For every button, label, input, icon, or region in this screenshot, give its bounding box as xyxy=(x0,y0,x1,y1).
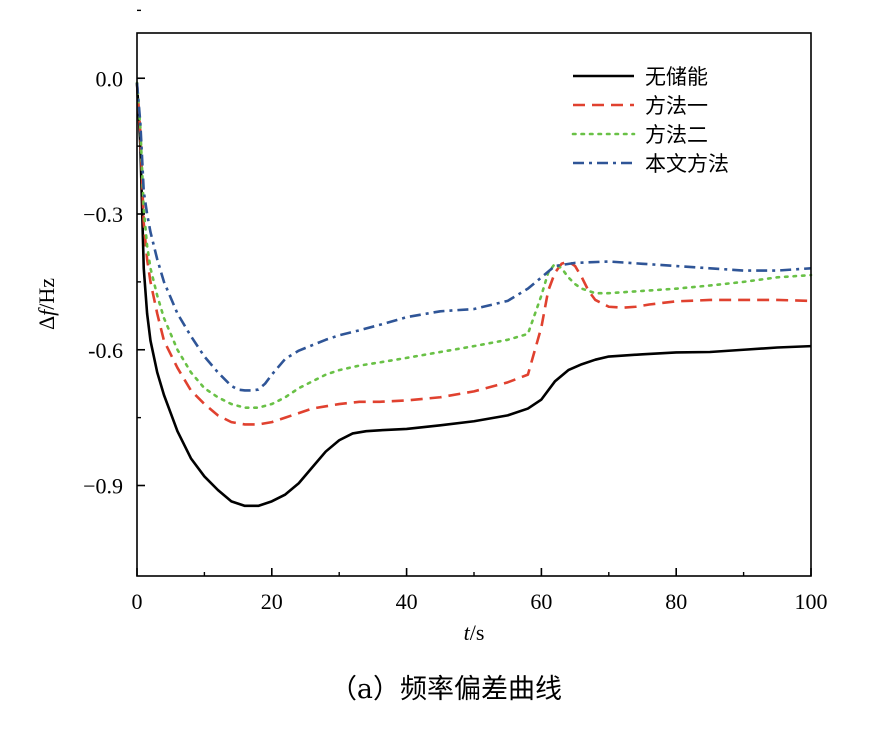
y-axis-title-variable: f xyxy=(34,307,59,316)
series-line-1 xyxy=(135,82,812,508)
x-axis-title-unit: /s xyxy=(470,620,485,645)
x-tick-label: 20 xyxy=(261,589,283,614)
figure-caption: （a）频率偏差曲线 xyxy=(330,674,562,705)
x-axis-title-variable: t xyxy=(464,620,471,645)
x-tick-label: 0 xyxy=(132,589,143,614)
x-tick-label: 80 xyxy=(665,589,687,614)
y-axis-title-prefix: Δ xyxy=(34,316,59,330)
y-tick-label: -0.6 xyxy=(88,338,123,363)
series-line-4 xyxy=(135,82,812,392)
axis-ticks: 0 20 40 60 80 100 0.0 −0.3 -0.6 −0.9 xyxy=(83,9,828,614)
legend-label-4: 本文方法 xyxy=(645,152,729,176)
legend-label-1: 无储能 xyxy=(645,65,708,89)
y-tick-label: −0.9 xyxy=(83,474,123,499)
y-tick-label: 0.0 xyxy=(96,66,124,91)
x-axis-title: t/s xyxy=(464,620,485,645)
x-tick-label: 100 xyxy=(795,589,828,614)
legend-label-2: 方法一 xyxy=(645,94,708,118)
x-tick-label: 60 xyxy=(530,589,552,614)
series-line-2 xyxy=(135,82,812,426)
plot-frame xyxy=(136,32,812,577)
y-axis-title-unit: /Hz xyxy=(34,278,59,310)
series-line-3 xyxy=(135,81,813,409)
series-lines xyxy=(135,81,813,508)
y-tick-label: −0.3 xyxy=(83,202,123,227)
x-tick-label: 40 xyxy=(396,589,418,614)
y-axis-title: Δf/Hz xyxy=(34,278,59,330)
legend-label-3: 方法二 xyxy=(645,123,708,147)
